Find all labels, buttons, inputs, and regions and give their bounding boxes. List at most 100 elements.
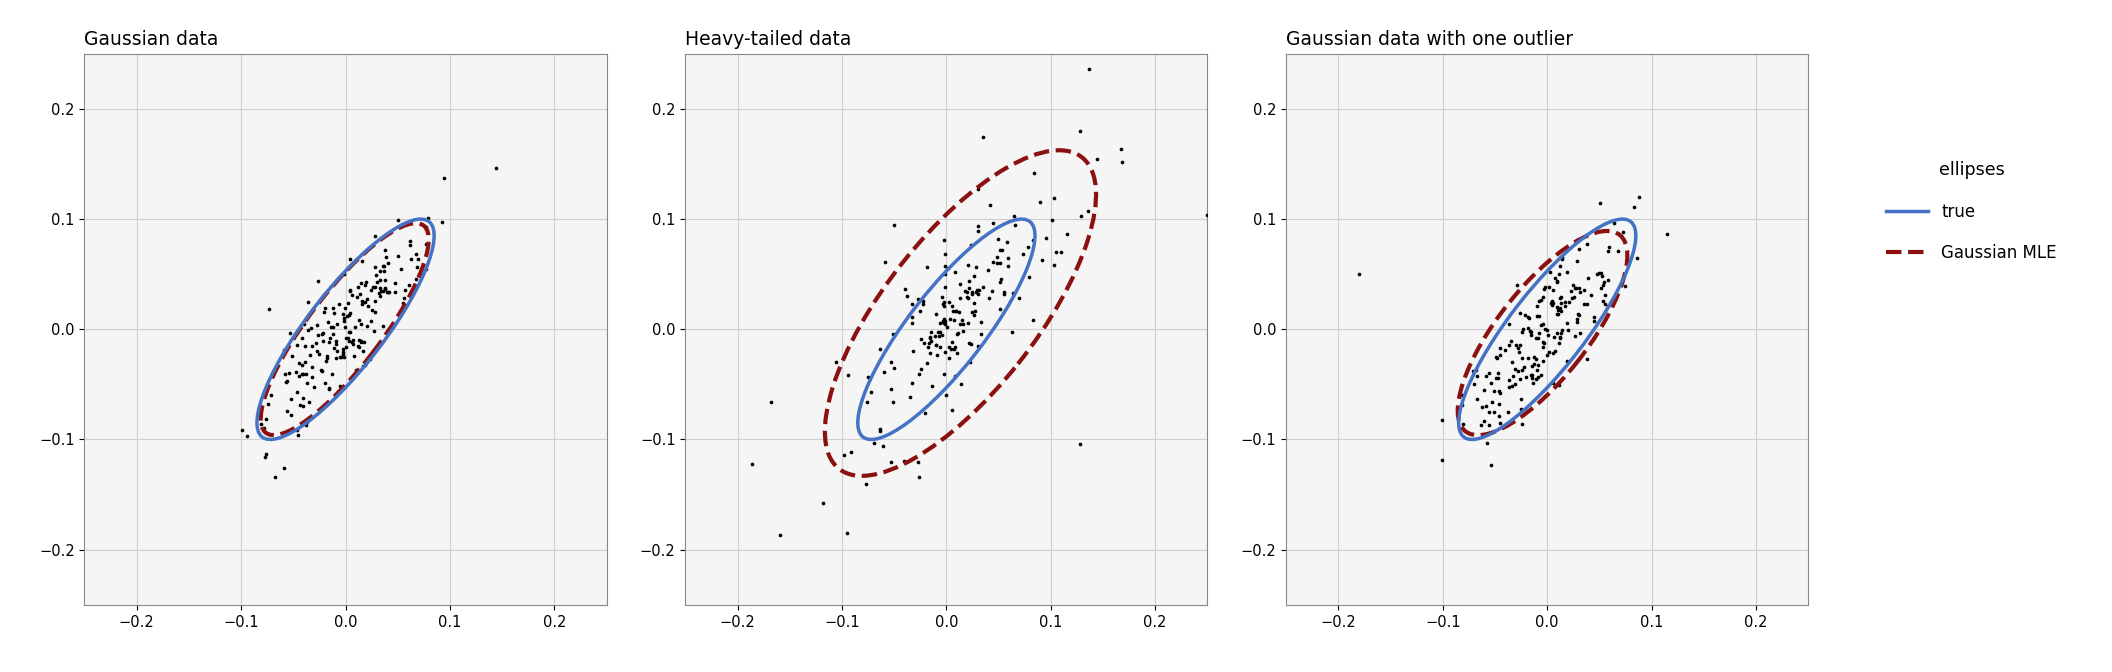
Point bbox=[243, 418, 277, 429]
Point bbox=[849, 478, 883, 489]
Point bbox=[955, 339, 988, 350]
Point bbox=[1474, 460, 1508, 470]
Point bbox=[1535, 377, 1569, 388]
Point bbox=[258, 472, 291, 482]
Point bbox=[1544, 306, 1578, 317]
Point bbox=[876, 329, 910, 340]
Point bbox=[268, 369, 302, 380]
Point bbox=[1474, 377, 1508, 388]
Point bbox=[329, 332, 363, 343]
Point bbox=[1483, 343, 1516, 353]
Point bbox=[1531, 282, 1565, 292]
Point bbox=[1514, 373, 1548, 384]
Point bbox=[1620, 253, 1654, 263]
Point bbox=[959, 284, 993, 295]
Point bbox=[346, 361, 380, 372]
Point bbox=[876, 363, 910, 374]
Point bbox=[1571, 298, 1605, 309]
Point bbox=[399, 261, 433, 272]
Point bbox=[1563, 282, 1597, 293]
Point bbox=[1601, 245, 1635, 256]
Point bbox=[1039, 247, 1073, 257]
Point bbox=[1504, 308, 1538, 319]
Point bbox=[336, 337, 370, 347]
Point bbox=[230, 431, 264, 442]
Point bbox=[927, 282, 961, 292]
Point bbox=[378, 286, 412, 297]
Point bbox=[289, 368, 323, 379]
Point bbox=[912, 348, 946, 359]
Point bbox=[862, 426, 895, 437]
Point bbox=[807, 497, 841, 508]
Point bbox=[1502, 343, 1535, 353]
Text: Gaussian data with one outlier: Gaussian data with one outlier bbox=[1286, 30, 1573, 50]
Point bbox=[1582, 267, 1616, 278]
Point bbox=[1519, 374, 1552, 385]
Point bbox=[1483, 399, 1516, 410]
Point bbox=[367, 275, 401, 286]
Point bbox=[1506, 327, 1540, 337]
Point bbox=[266, 344, 300, 355]
Point bbox=[365, 321, 399, 332]
Point bbox=[1535, 299, 1569, 310]
Point bbox=[927, 317, 961, 328]
Point bbox=[319, 339, 353, 349]
Point bbox=[340, 292, 374, 302]
Point bbox=[359, 269, 393, 280]
Point bbox=[902, 472, 936, 482]
Point bbox=[910, 262, 944, 273]
Point bbox=[927, 235, 961, 245]
Point bbox=[1495, 336, 1529, 347]
Point bbox=[931, 352, 965, 363]
Point bbox=[1529, 350, 1563, 361]
Point bbox=[997, 210, 1031, 221]
Point bbox=[1552, 296, 1586, 307]
Point bbox=[1584, 268, 1618, 279]
Point bbox=[950, 287, 984, 298]
Point bbox=[332, 335, 365, 346]
Point bbox=[940, 347, 974, 358]
Point bbox=[249, 414, 283, 425]
Point bbox=[762, 530, 796, 540]
Point bbox=[1504, 339, 1538, 350]
Point bbox=[351, 293, 384, 304]
Point bbox=[1497, 378, 1531, 389]
Point bbox=[1588, 299, 1622, 310]
Point bbox=[1483, 386, 1516, 396]
Point bbox=[1538, 332, 1571, 343]
Point bbox=[1586, 296, 1620, 306]
Point bbox=[310, 350, 344, 361]
Point bbox=[925, 292, 959, 302]
Point bbox=[315, 368, 348, 379]
Point bbox=[927, 298, 961, 309]
Point bbox=[1464, 419, 1497, 430]
Point bbox=[995, 327, 1029, 337]
Point bbox=[359, 282, 393, 292]
Point bbox=[1531, 347, 1565, 358]
Point bbox=[942, 328, 976, 339]
Point bbox=[1470, 401, 1504, 411]
Point bbox=[1527, 338, 1561, 349]
Point bbox=[904, 306, 938, 317]
Point bbox=[319, 353, 353, 364]
Point bbox=[927, 319, 961, 329]
Point bbox=[285, 333, 319, 343]
Point bbox=[1502, 347, 1535, 358]
Point bbox=[984, 245, 1018, 255]
Point bbox=[253, 390, 287, 401]
Point bbox=[1569, 239, 1603, 249]
Point bbox=[334, 285, 367, 296]
Point bbox=[910, 358, 944, 368]
Point bbox=[365, 286, 399, 296]
Point bbox=[359, 262, 393, 273]
Point bbox=[342, 341, 376, 352]
Point bbox=[1043, 247, 1077, 257]
Point bbox=[955, 239, 988, 250]
Point bbox=[934, 343, 967, 354]
Point bbox=[357, 230, 391, 241]
Point bbox=[1559, 331, 1592, 341]
Point bbox=[344, 289, 378, 300]
Point bbox=[919, 339, 953, 350]
Point bbox=[936, 305, 969, 316]
Point bbox=[321, 298, 355, 309]
